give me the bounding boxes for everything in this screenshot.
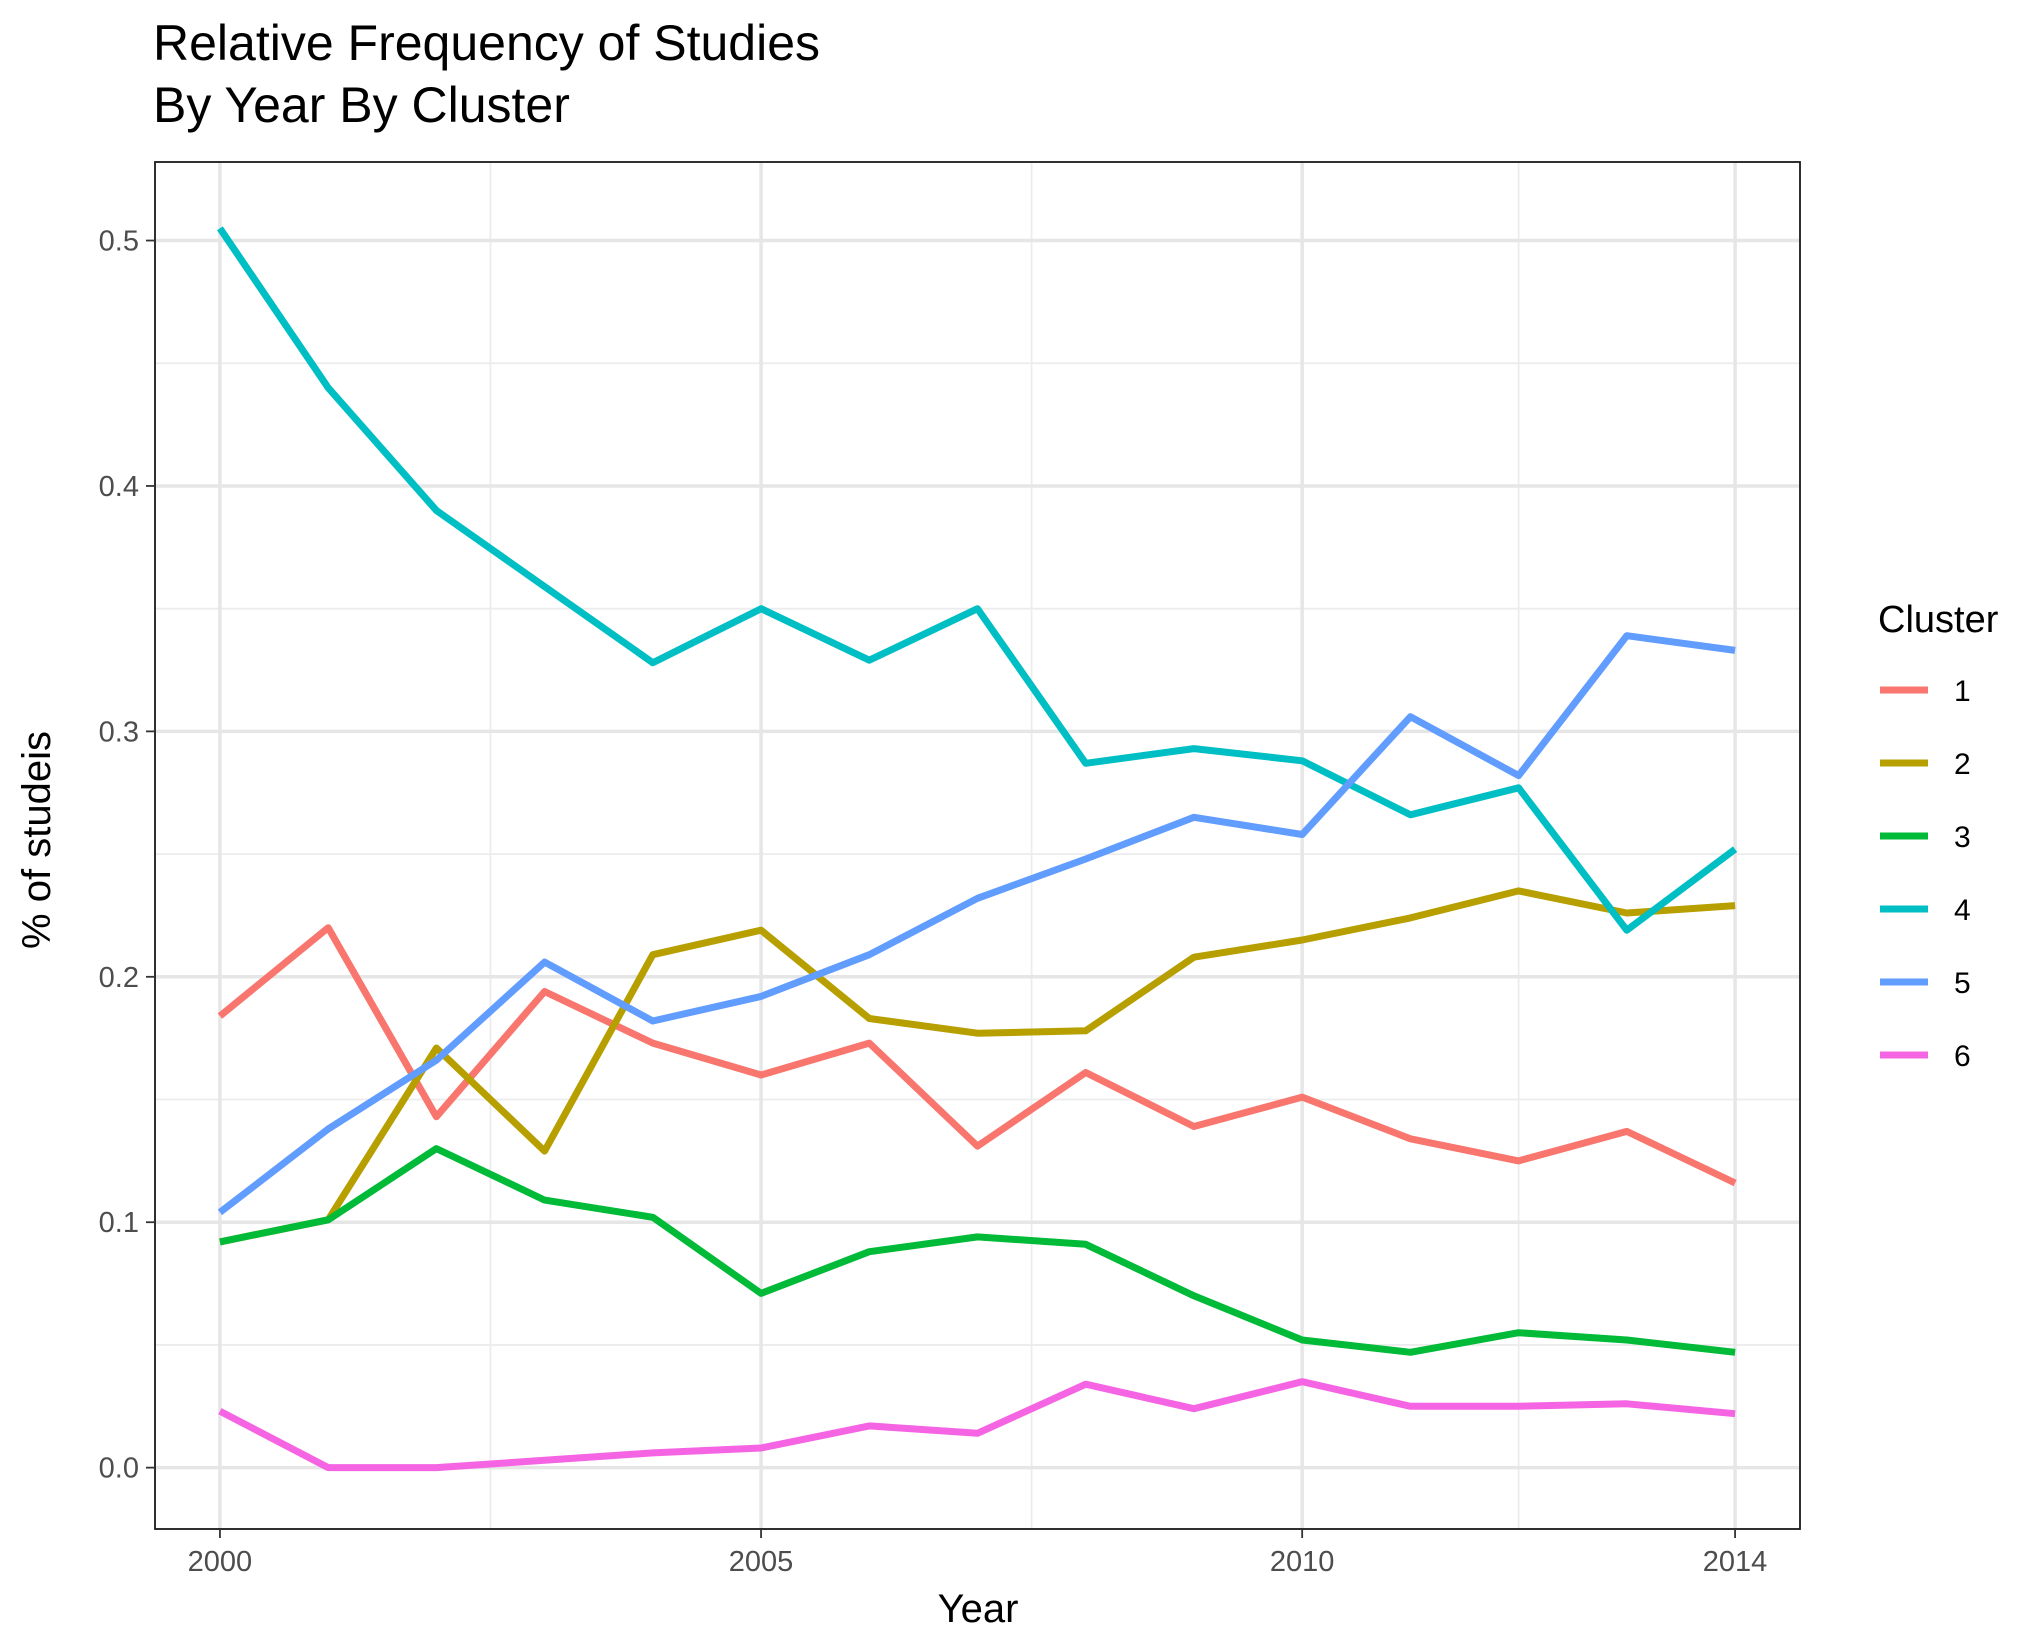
legend-label-cluster-1: 1	[1954, 675, 1971, 708]
y-tick-label: 0.1	[99, 1207, 139, 1239]
series-line-cluster-6	[218, 1378, 1736, 1472]
legend-label-cluster-6: 6	[1954, 1040, 1971, 1073]
y-tick-label: 0.3	[99, 716, 139, 748]
legend-label-cluster-4: 4	[1954, 894, 1971, 927]
legend-label-cluster-5: 5	[1954, 967, 1971, 1000]
x-axis-title: Year	[938, 1587, 1019, 1631]
y-tick-label: 0.5	[99, 226, 139, 258]
legend-title: Cluster	[1878, 599, 1999, 641]
y-tick-label: 0.2	[99, 962, 139, 994]
y-tick-label: 0.0	[99, 1453, 139, 1485]
axis-ticks: 0.0 0.1 0.2 0.3 0.4 0.5 2000 2005 2010 2014	[99, 226, 1768, 1578]
chart-title: Relative Frequency of Studies	[153, 15, 820, 71]
series-lines	[217, 226, 1738, 1472]
x-tick-label: 2005	[729, 1546, 794, 1578]
chart-subtitle: By Year By Cluster	[153, 77, 570, 133]
legend-label-cluster-2: 2	[1954, 748, 1971, 781]
x-tick-label: 2010	[1270, 1546, 1335, 1578]
series-line-cluster-3	[219, 1145, 1736, 1356]
legend-label-cluster-3: 3	[1954, 821, 1971, 854]
x-tick-label: 2000	[188, 1546, 253, 1578]
series-line-cluster-4	[217, 226, 1738, 934]
series-line-cluster-1	[217, 924, 1737, 1187]
y-axis-title: % of studeis	[15, 731, 59, 949]
legend: Cluster 1 2 3 4 5 6	[1878, 599, 1999, 1073]
series-line-cluster-2	[219, 887, 1736, 1246]
y-tick-label: 0.4	[99, 471, 139, 503]
plot-panel-border	[154, 161, 1801, 1530]
series-line-cluster-5	[217, 632, 1736, 1216]
x-tick-label: 2014	[1703, 1546, 1768, 1578]
